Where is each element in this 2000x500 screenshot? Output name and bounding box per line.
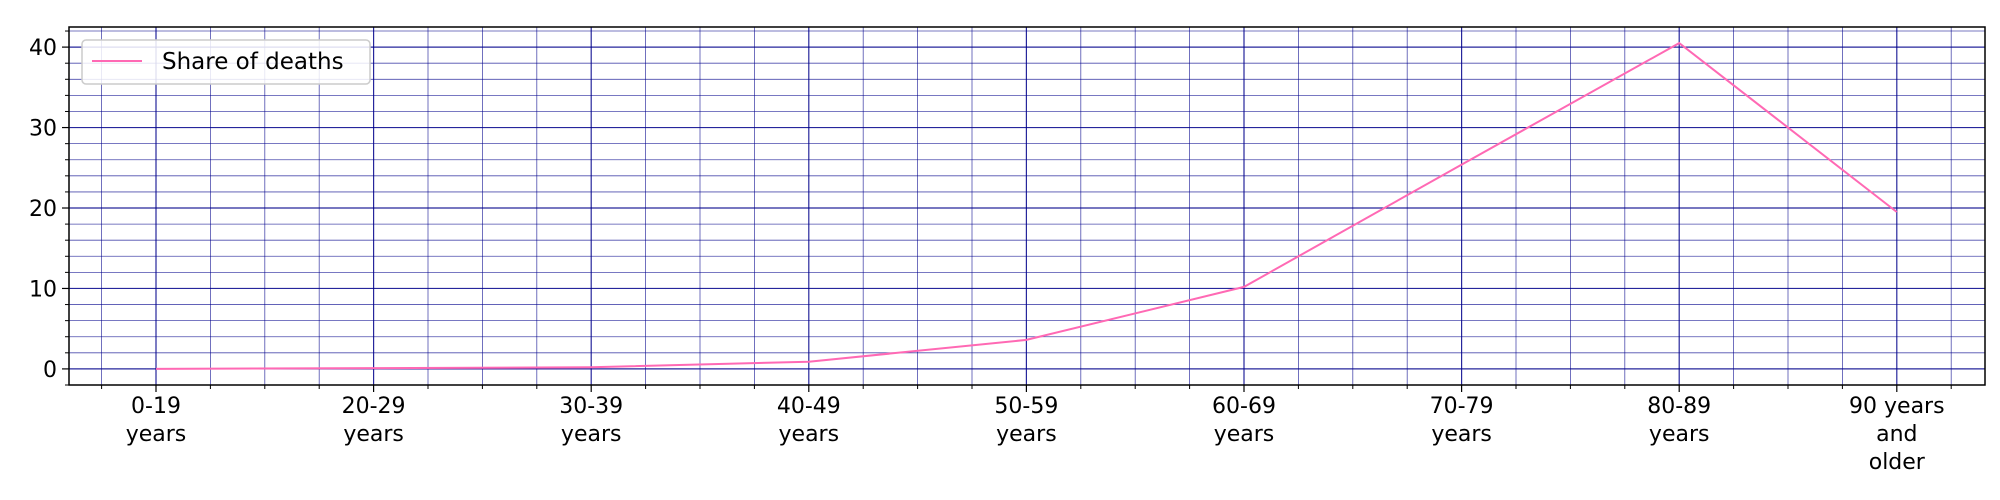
x-tick-label: 50-59 years: [994, 394, 1058, 447]
y-tick-label: 10: [29, 277, 57, 302]
x-tick-label: 90 years and older: [1849, 394, 1945, 475]
series-layer: [155, 41, 1898, 370]
axes: 0 10 20 30 40 0-19 years 20-29 years 30-39 years 40…: [29, 26, 1986, 475]
legend: Share of deaths: [81, 39, 371, 85]
x-tick-label: 0-19 years: [126, 394, 187, 447]
grid-lines: [69, 27, 1985, 386]
x-tick-label: 70-79 years: [1430, 394, 1494, 447]
x-tick-label: 80-89 years: [1647, 394, 1711, 447]
x-tick-label: 60-69 years: [1212, 394, 1276, 447]
x-tick-label: 30-39 years: [559, 394, 623, 447]
legend-box: [81, 39, 371, 85]
x-tick-label: 20-29 years: [342, 394, 406, 447]
legend-label: Share of deaths: [162, 49, 344, 75]
series-line-0: [155, 41, 1898, 370]
y-tick-label: 40: [29, 36, 57, 61]
y-tick-label: 20: [29, 197, 57, 222]
y-tick-label: 0: [43, 358, 57, 383]
x-tick-label: 40-49 years: [777, 394, 841, 447]
y-tick-label: 30: [29, 117, 57, 142]
